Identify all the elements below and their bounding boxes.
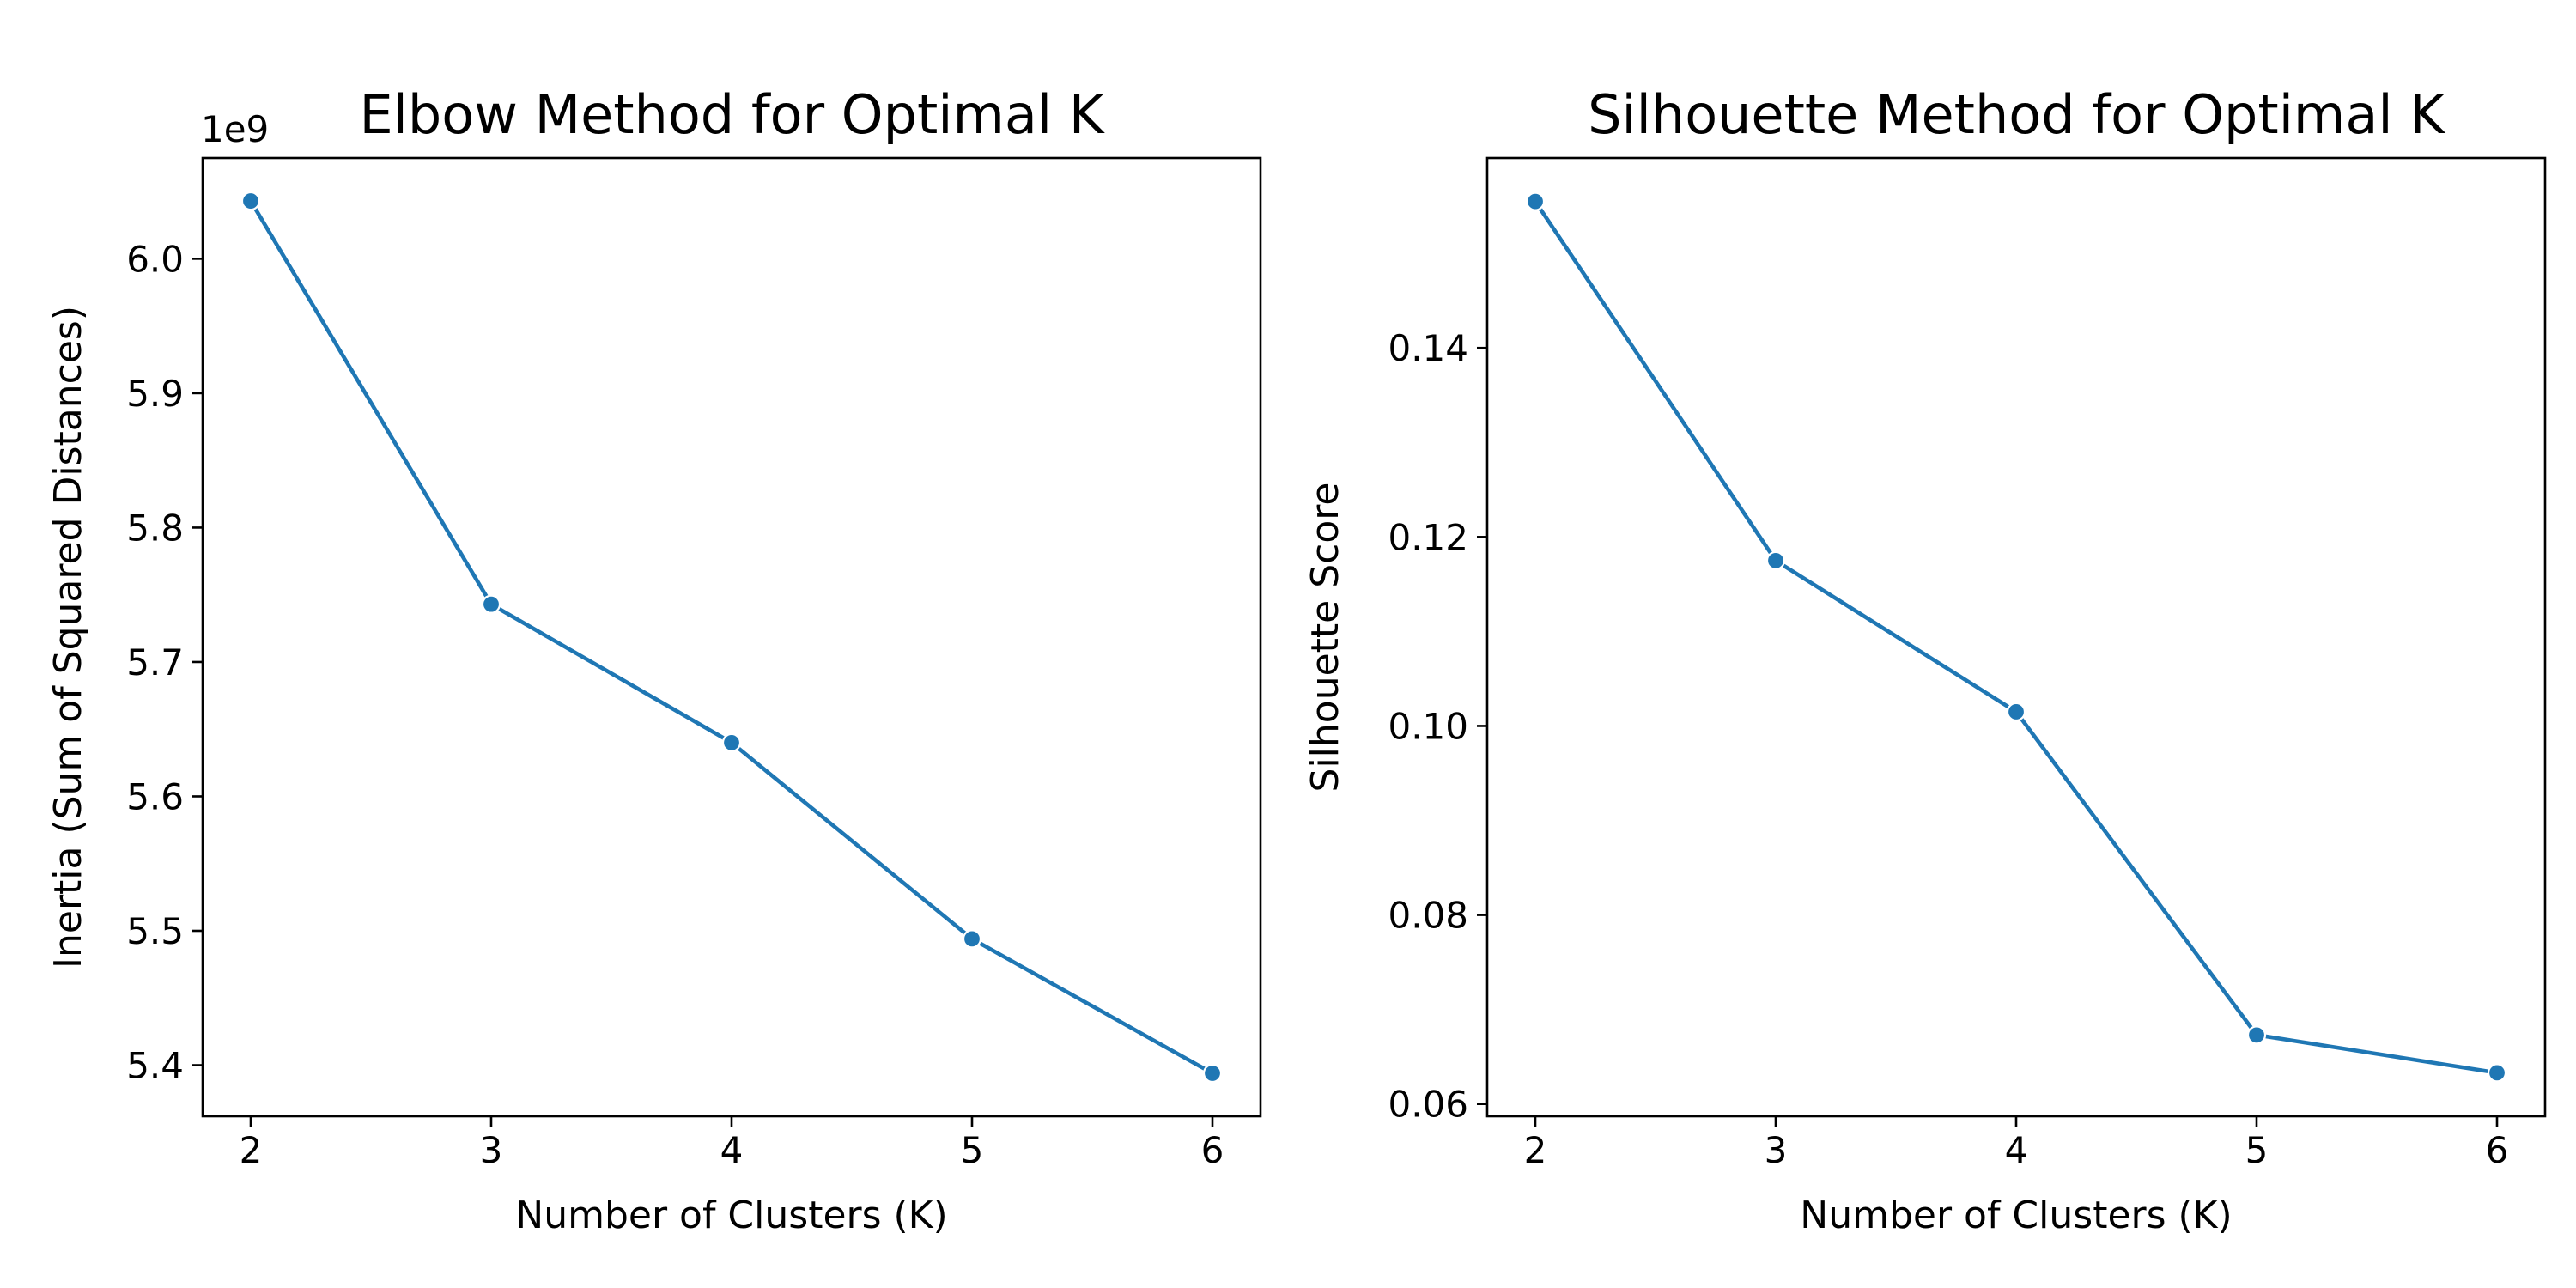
silhouette-series [1525, 191, 2507, 1083]
silhouette-y-axis-label: Silhouette Score [1303, 483, 1347, 793]
silhouette-y-tick-label: 0.12 [1388, 516, 1468, 558]
silhouette-data-point [1765, 550, 1786, 570]
elbow-chart-title: Elbow Method for Optimal K [360, 83, 1105, 146]
elbow-y-tick-label: 5.7 [126, 641, 184, 683]
silhouette-x-tick-label: 6 [2486, 1129, 2509, 1171]
elbow-y-tick-label: 5.5 [126, 910, 184, 952]
elbow-x-tick-label: 5 [961, 1129, 984, 1171]
elbow-x-tick-label: 2 [240, 1129, 263, 1171]
elbow-x-tick-label: 3 [480, 1129, 503, 1171]
silhouette-data-point [1525, 191, 1546, 211]
silhouette-chart-title: Silhouette Method for Optimal K [1588, 83, 2445, 146]
silhouette-data-point [2487, 1063, 2507, 1083]
elbow-data-point [721, 732, 742, 752]
silhouette-chart: Silhouette Method for Optimal K 2 3 4 5 6 0.0… [1303, 83, 2547, 1237]
elbow-data-point [481, 594, 501, 614]
silhouette-data-point [2246, 1025, 2267, 1045]
elbow-plot-frame [201, 156, 1262, 1118]
silhouette-plot-frame [1485, 156, 2547, 1118]
elbow-chart: Elbow Method for Optimal K 1e9 2 3 4 5 6 5.4 5… [46, 83, 1262, 1237]
silhouette-x-tick-label: 3 [1765, 1129, 1788, 1171]
elbow-y-tick-label: 5.6 [126, 775, 184, 817]
elbow-data-point [962, 929, 982, 949]
silhouette-x-axis-label: Number of Clusters (K) [1800, 1194, 2232, 1237]
silhouette-y-tick-label: 0.06 [1388, 1084, 1468, 1126]
elbow-y-tick-label: 6.0 [126, 238, 184, 280]
silhouette-y-tick-label: 0.14 [1388, 327, 1468, 369]
elbow-x-tick-label: 6 [1201, 1129, 1224, 1171]
silhouette-x-tick-label: 5 [2245, 1129, 2269, 1171]
elbow-series [240, 191, 1223, 1084]
elbow-y-tick-label: 5.4 [126, 1045, 184, 1087]
silhouette-x-tick-label: 2 [1524, 1129, 1547, 1171]
silhouette-x-tick-label: 4 [2005, 1129, 2028, 1171]
elbow-y-axis-label: Inertia (Sum of Squared Distances) [46, 306, 90, 969]
elbow-ticks: 2 3 4 5 6 5.4 5.5 5.6 5.7 5.8 5.9 6.0 [126, 238, 1224, 1171]
elbow-data-point [1202, 1063, 1223, 1084]
silhouette-ticks: 2 3 4 5 6 0.06 0.08 0.10 0.12 0.14 [1388, 327, 2508, 1171]
elbow-x-axis-label: Number of Clusters (K) [515, 1194, 947, 1237]
elbow-data-point [240, 191, 261, 211]
silhouette-y-tick-label: 0.10 [1388, 705, 1468, 747]
elbow-y-tick-label: 5.9 [126, 373, 184, 415]
elbow-y-offset-label: 1e9 [201, 108, 269, 150]
elbow-y-tick-label: 5.8 [126, 507, 184, 549]
silhouette-data-point [2006, 702, 2026, 722]
elbow-x-tick-label: 4 [720, 1129, 744, 1171]
silhouette-y-tick-label: 0.08 [1388, 895, 1468, 937]
